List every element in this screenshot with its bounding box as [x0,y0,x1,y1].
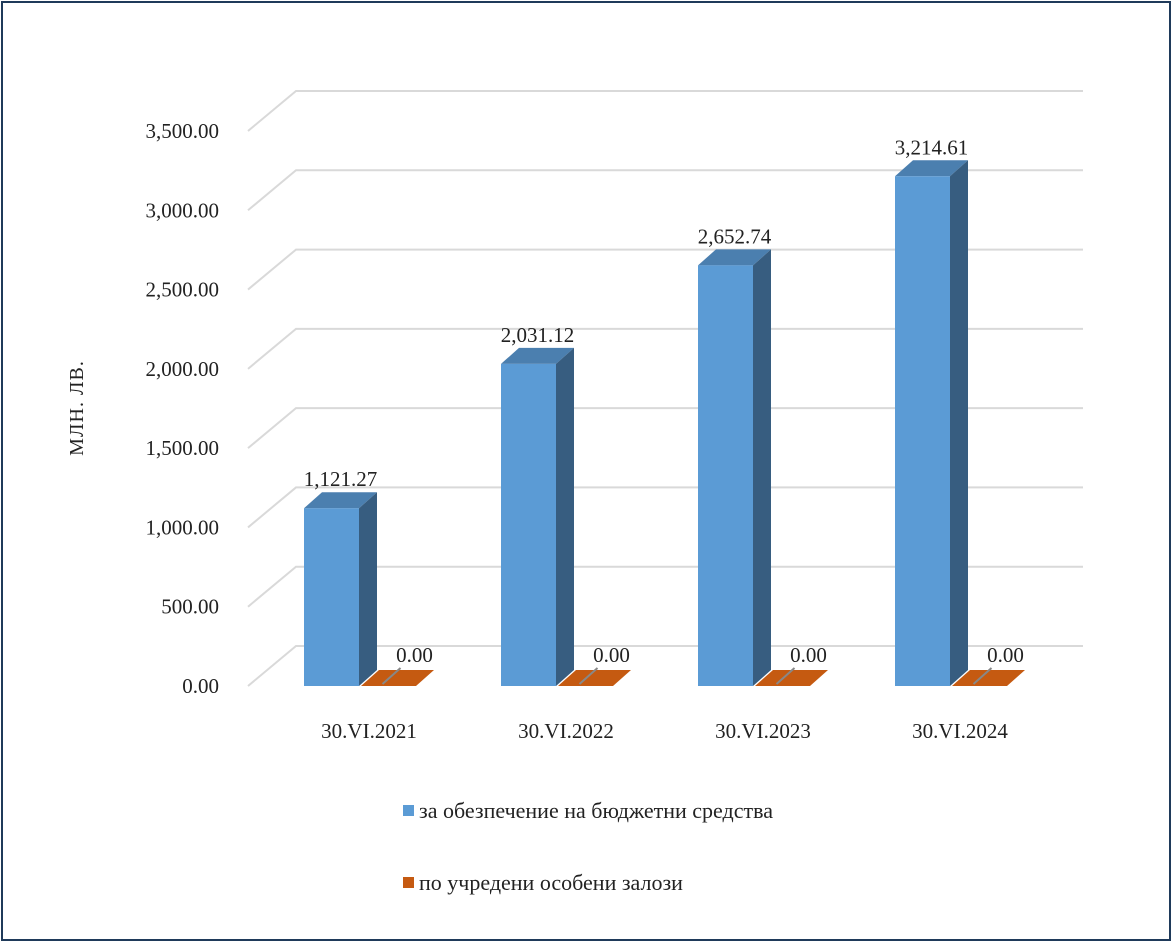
x-tick-label: 30.VI.2021 [321,719,417,743]
y-tick-label: 500.00 [161,595,219,619]
gridline [247,486,1083,529]
data-label: 2,031.12 [501,323,575,347]
data-label: 1,121.27 [304,467,378,491]
bar [304,508,359,686]
legend: за обезпечение на бюджетни средства по уч… [403,798,773,895]
bar [361,670,434,686]
data-label: 0.00 [790,643,827,667]
bar-side [556,347,574,686]
data-label-leader [578,667,599,685]
legend-swatch [403,805,414,816]
legend-swatch [403,877,414,888]
y-axis-title: МЛН. ЛВ. [66,360,88,456]
bars: 1,121.27 0.00 2,031.12 0.00 2,652.74 0.00 3,21… [304,135,1025,686]
gridline [247,407,1083,449]
legend-label: за обезпечение на бюджетни средства [419,798,773,823]
data-label: 0.00 [593,643,630,667]
bar [895,176,950,686]
category-labels: 30.VI.2021 30.VI.2022 30.VI.2023 30.VI.2024 [321,719,1008,743]
data-label: 0.00 [396,643,433,667]
bar-top [698,249,771,266]
x-tick-label: 30.VI.2024 [912,719,1008,743]
gridlines [247,90,1083,687]
bar-top [501,347,574,364]
bar-top [304,492,377,509]
data-label-leader [972,667,993,685]
bar [755,670,828,686]
data-label: 0.00 [987,643,1024,667]
bar-side [950,160,968,686]
bar [952,670,1025,686]
x-tick-label: 30.VI.2023 [715,719,811,743]
y-tick-label: 1,500.00 [146,436,220,460]
y-tick-label: 3,500.00 [146,119,220,143]
y-tick-label: 2,000.00 [146,357,220,381]
data-label: 2,652.74 [698,224,772,248]
bar-side [359,492,377,686]
bar [558,670,631,686]
y-axis-ticks: 0.00 500.00 1,000.00 1,500.00 2,000.00 2,500.… [146,119,220,698]
gridline [247,565,1083,608]
gridline [247,327,1083,370]
y-tick-label: 0.00 [182,674,219,698]
bar-chart: 0.00 500.00 1,000.00 1,500.00 2,000.00 2,500.… [66,90,1083,895]
data-label-leader [775,667,796,685]
gridline [247,90,1083,132]
x-tick-label: 30.VI.2022 [518,719,614,743]
bar-top [895,160,968,177]
bar [501,363,556,686]
data-label-leader [381,667,402,685]
gridline [247,248,1083,291]
bar-side [753,249,771,686]
y-tick-label: 2,500.00 [146,278,220,302]
data-label: 3,214.61 [895,135,969,159]
y-tick-label: 1,000.00 [146,515,220,539]
legend-label: по учредени особени залози [419,870,683,895]
y-tick-label: 3,000.00 [146,198,220,222]
bar [698,265,753,686]
gridline [247,169,1083,212]
gridline [247,645,1083,687]
